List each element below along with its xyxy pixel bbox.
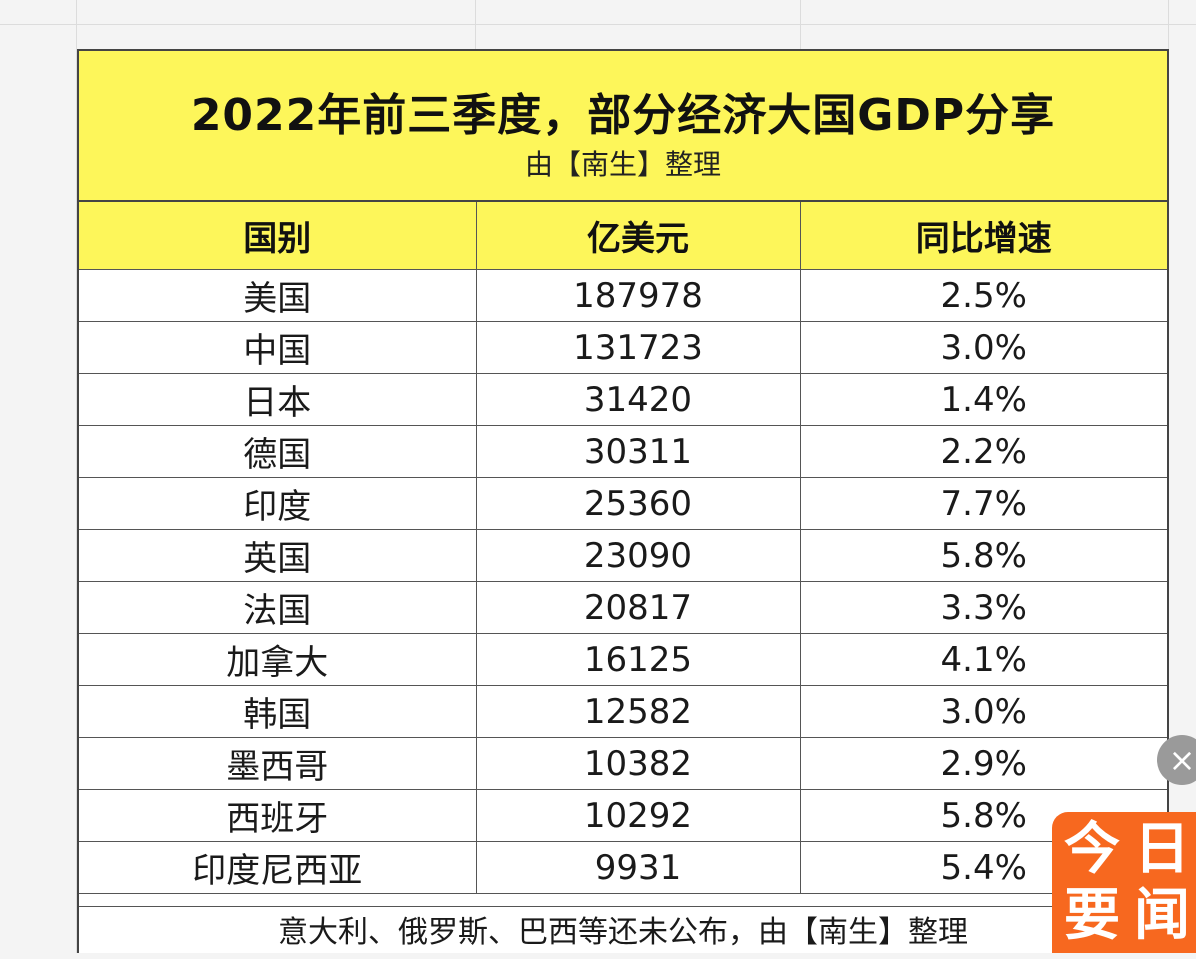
gdp-value-cell: 16125 — [475, 633, 801, 686]
country-cell: 英国 — [79, 529, 477, 582]
gdp-value-cell: 25360 — [475, 477, 801, 530]
logo-char: 日 — [1134, 817, 1190, 882]
table-row: 西班牙 10292 5.8% — [79, 789, 1167, 842]
footnote: 意大利、俄罗斯、巴西等还未公布，由【南生】整理 — [79, 906, 1167, 956]
gdp-value-cell: 187978 — [475, 269, 801, 322]
table-row: 印度 25360 7.7% — [79, 477, 1167, 530]
table-row: 美国 187978 2.5% — [79, 269, 1167, 322]
gdp-value-cell: 131723 — [475, 321, 801, 374]
country-cell: 法国 — [79, 581, 477, 634]
table-row: 法国 20817 3.3% — [79, 581, 1167, 634]
column-header-country: 国别 — [79, 202, 477, 270]
growth-rate-cell: 2.2% — [799, 425, 1167, 478]
country-cell: 中国 — [79, 321, 477, 374]
gdp-value-cell: 31420 — [475, 373, 801, 426]
growth-rate-cell: 7.7% — [799, 477, 1167, 530]
table-row: 印度尼西亚 9931 5.4% — [79, 841, 1167, 894]
header-row: 国别 亿美元 同比增速 — [79, 202, 1167, 270]
gdp-table-sheet: 2022年前三季度，部分经济大国GDP分享 由【南生】整理 国别 亿美元 同比增… — [77, 49, 1169, 953]
growth-rate-cell: 2.9% — [799, 737, 1167, 790]
gdp-value-cell: 30311 — [475, 425, 801, 478]
growth-rate-cell: 5.8% — [799, 529, 1167, 582]
column-header-usd: 亿美元 — [475, 202, 801, 270]
table-row: 韩国 12582 3.0% — [79, 685, 1167, 738]
table-row: 英国 23090 5.8% — [79, 529, 1167, 582]
logo-char: 要 — [1064, 883, 1120, 948]
title-block: 2022年前三季度，部分经济大国GDP分享 由【南生】整理 — [79, 51, 1167, 202]
country-cell: 日本 — [79, 373, 477, 426]
table-row: 中国 131723 3.0% — [79, 321, 1167, 374]
growth-rate-cell: 3.0% — [799, 685, 1167, 738]
country-cell: 德国 — [79, 425, 477, 478]
logo-char: 闻 — [1134, 883, 1190, 948]
column-header-growth: 同比增速 — [799, 202, 1167, 270]
table-row: 墨西哥 10382 2.9% — [79, 737, 1167, 790]
country-cell: 墨西哥 — [79, 737, 477, 790]
growth-rate-cell: 3.3% — [799, 581, 1167, 634]
country-cell: 美国 — [79, 269, 477, 322]
growth-rate-cell: 4.1% — [799, 633, 1167, 686]
table-row: 日本 31420 1.4% — [79, 373, 1167, 426]
country-cell: 印度尼西亚 — [79, 841, 477, 894]
country-cell: 西班牙 — [79, 789, 477, 842]
country-cell: 加拿大 — [79, 633, 477, 686]
gdp-value-cell: 12582 — [475, 685, 801, 738]
table-subtitle: 由【南生】整理 — [524, 148, 721, 181]
table-title: 2022年前三季度，部分经济大国GDP分享 — [190, 90, 1056, 141]
gdp-value-cell: 10382 — [475, 737, 801, 790]
growth-rate-cell: 3.0% — [799, 321, 1167, 374]
close-icon[interactable]: × — [1157, 735, 1196, 785]
growth-rate-cell: 1.4% — [799, 373, 1167, 426]
gdp-value-cell: 9931 — [475, 841, 801, 894]
gdp-table: 国别 亿美元 同比增速 美国 187978 2.5% 中国 131723 3.0% 日本 31… — [79, 202, 1167, 894]
growth-rate-cell: 2.5% — [799, 269, 1167, 322]
country-cell: 韩国 — [79, 685, 477, 738]
news-logo[interactable]: 今 日 要 闻 — [1052, 812, 1196, 953]
table-row: 加拿大 16125 4.1% — [79, 633, 1167, 686]
country-cell: 印度 — [79, 477, 477, 530]
gdp-value-cell: 10292 — [475, 789, 801, 842]
gdp-value-cell: 23090 — [475, 529, 801, 582]
table-row: 德国 30311 2.2% — [79, 425, 1167, 478]
logo-char: 今 — [1064, 817, 1120, 882]
gdp-value-cell: 20817 — [475, 581, 801, 634]
